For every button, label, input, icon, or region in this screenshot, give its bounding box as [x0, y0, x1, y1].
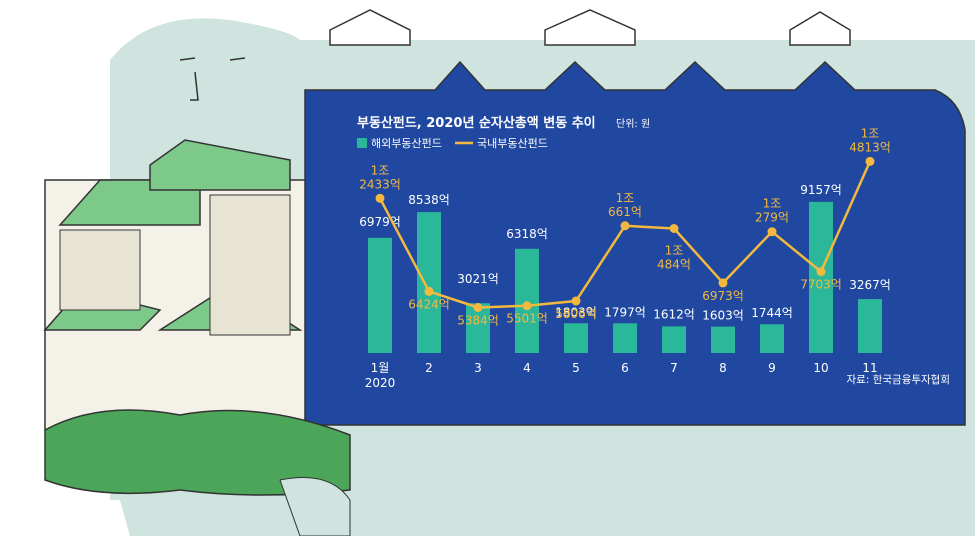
line-point-8: [718, 278, 728, 288]
bar-value-label-10: 9157억: [800, 183, 842, 197]
bar-value-label-9: 1744억: [751, 306, 793, 320]
bar-9: [760, 324, 784, 353]
line-value-label-5: 5806억: [555, 307, 597, 321]
bar-7: [662, 326, 686, 353]
line-point-1: [375, 193, 385, 203]
x-tick-10: 10: [813, 361, 828, 375]
line-value-label-8: 6973억: [702, 289, 744, 303]
rooftop-houses: [329, 9, 851, 46]
x-tick-9: 9: [768, 361, 776, 375]
buildings-illustration: [43, 139, 306, 431]
x-tick-7: 7: [670, 361, 678, 375]
x-axis-ticks: 1월 2020 2 3 4 5 6 7 8 9 10 11: [365, 361, 878, 390]
x-tick-1: 1월 2020: [365, 361, 396, 390]
line-point-10: [816, 267, 826, 277]
bar-value-label-7: 1612억: [653, 307, 695, 321]
house-top-2: [544, 9, 636, 46]
figure-eyes: [179, 57, 246, 61]
line-point-6: [620, 221, 630, 231]
legend-label-domestic: 국내부동산펀드: [477, 137, 548, 150]
bar-2: [417, 212, 441, 353]
x-tick-8: 8: [719, 361, 727, 375]
line-point-5: [571, 296, 581, 306]
x-tick-11: 11: [862, 361, 877, 375]
bar-value-label-6: 1797억: [604, 305, 646, 319]
legend: 해외부동산펀드 국내부동산펀드: [357, 136, 548, 150]
line-series: [375, 156, 875, 312]
line-point-2: [424, 286, 434, 296]
x-tick-6: 6: [621, 361, 629, 375]
figure-nose: [190, 71, 199, 101]
bar-series: [368, 201, 882, 353]
x-tick-5: 5: [572, 361, 580, 375]
bar-value-label-11: 3267억: [849, 278, 891, 292]
bar-value-label-4: 6318억: [506, 227, 548, 241]
figure-hand: [279, 477, 351, 536]
bar-1: [368, 237, 392, 353]
chart-unit: 단위: 원: [616, 117, 650, 130]
line-point-9: [767, 227, 777, 237]
bar-5: [564, 323, 588, 353]
bar-4: [515, 248, 539, 353]
line-value-label-7: 1조 484억: [657, 244, 691, 272]
bar-value-label-3: 3021억: [457, 272, 499, 286]
chart-title: 부동산펀드, 2020년 순자산총액 변동 추이: [357, 115, 596, 131]
line-point-3: [473, 303, 483, 312]
line-point-7: [669, 224, 679, 233]
x-tick-2: 2: [425, 361, 433, 375]
line-value-label-2: 6424억: [408, 297, 450, 311]
bar-6: [613, 323, 637, 353]
money-stack: [0, 409, 351, 536]
legend-swatch-overseas: [357, 138, 367, 148]
line-value-label-6: 1조 661억: [608, 191, 642, 219]
legend-label-overseas: 해외부동산펀드: [371, 136, 442, 150]
line-value-label-9: 1조 279억: [755, 197, 789, 225]
bar-value-label-8: 1603억: [702, 309, 744, 323]
line-value-label-11: 1조 4813억: [849, 126, 891, 154]
house-top-1: [329, 9, 411, 46]
building-wall-2: [209, 194, 291, 336]
building-wall-1: [59, 229, 141, 311]
money-bundles: [44, 409, 351, 496]
x-tick-4: 4: [523, 361, 531, 375]
lower-white-area: [0, 480, 130, 536]
bar-value-label-2: 8538억: [408, 193, 450, 207]
line-labels: 1조 2433억 6424억 5384억 5501억 5806억 1조 661억 1조 484억 6…: [359, 126, 891, 327]
bar-10: [809, 201, 833, 353]
source-note: 자료: 한국금융투자협회: [847, 373, 950, 386]
line-value-label-10: 7703억: [800, 278, 842, 292]
bar-value-label-5: 1803억: [555, 305, 597, 319]
line-value-label-4: 5501억: [506, 312, 548, 326]
house-top-3: [789, 11, 851, 46]
bar-11: [858, 299, 882, 353]
line-value-label-1: 1조 2433억: [359, 163, 401, 191]
line-value-label-3: 5384억: [457, 314, 499, 328]
green-roof-2: [149, 139, 291, 191]
line-point-4: [522, 301, 532, 311]
line-point-11: [865, 156, 875, 166]
bar-8: [711, 326, 735, 353]
x-tick-3: 3: [474, 361, 482, 375]
